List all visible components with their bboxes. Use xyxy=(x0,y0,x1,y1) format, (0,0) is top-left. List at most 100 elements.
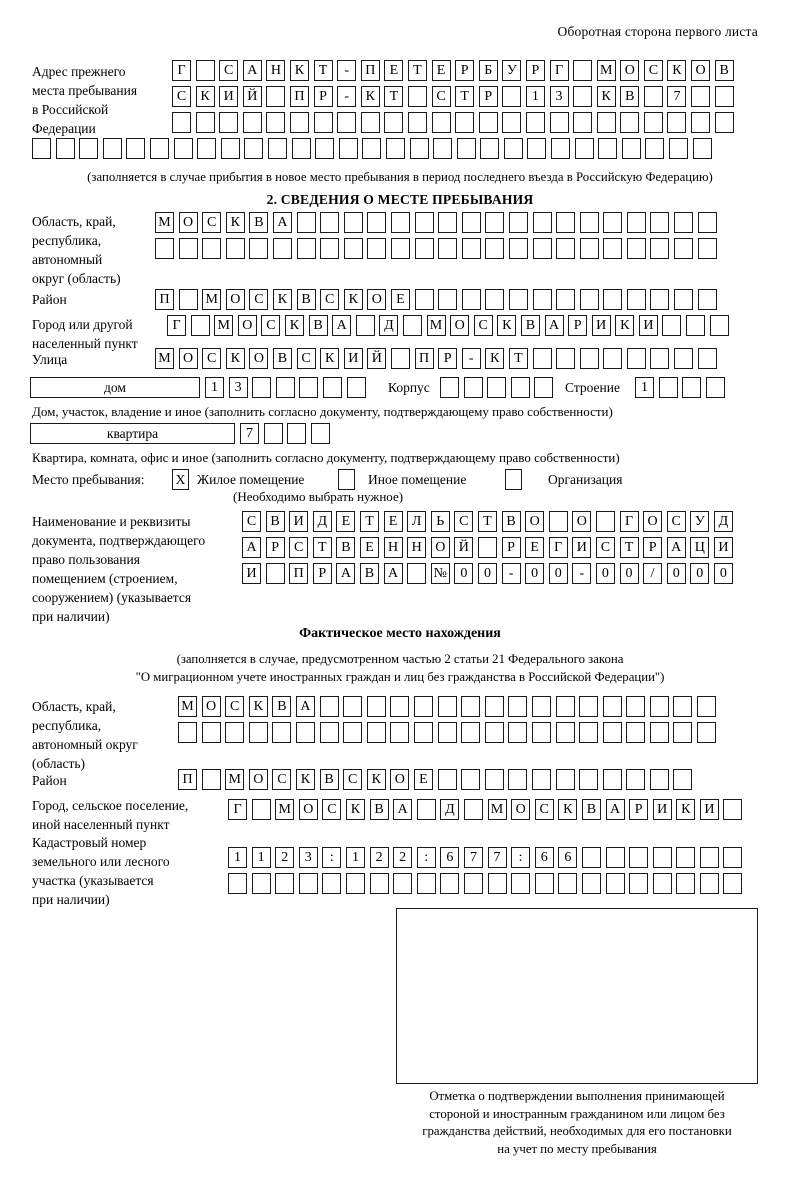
prev-address-cell-r4-17[interactable] xyxy=(409,138,429,159)
prev-address-cell-r3-18[interactable] xyxy=(573,112,593,133)
actual-district-cell-3[interactable]: М xyxy=(225,769,245,790)
actual-city-cell-6[interactable]: К xyxy=(345,799,365,820)
actual-region-cell-r2-3[interactable] xyxy=(225,722,245,743)
cadastral-cell-r2-22[interactable] xyxy=(723,873,743,894)
prev-address-cell-r4-24[interactable] xyxy=(574,138,594,159)
actual-district-cell-15[interactable] xyxy=(508,769,528,790)
document-cell-r2-3[interactable]: С xyxy=(289,537,309,558)
street-cell-24[interactable] xyxy=(697,348,717,369)
district-cell-7[interactable]: В xyxy=(296,289,316,310)
korpus-cell-3[interactable] xyxy=(487,377,507,398)
prev-address-cell-r4-10[interactable] xyxy=(244,138,264,159)
region-cell-r2-12[interactable] xyxy=(414,238,434,259)
cadastral-cell-r1-5[interactable]: : xyxy=(322,847,342,868)
cadastral-cell-r1-15[interactable]: 6 xyxy=(558,847,578,868)
actual-district-cell-11[interactable]: Е xyxy=(413,769,433,790)
cadastral-cell-r1-7[interactable]: 2 xyxy=(369,847,389,868)
prev-address-cell-r1-18[interactable] xyxy=(573,60,593,81)
document-cell-r1-15[interactable]: О xyxy=(572,511,592,532)
cadastral-cell-r1-14[interactable]: 6 xyxy=(534,847,554,868)
document-cell-r2-10[interactable]: Й xyxy=(454,537,474,558)
prev-address-cell-r3-10[interactable] xyxy=(384,112,404,133)
prev-address-cell-r2-18[interactable] xyxy=(573,86,593,107)
actual-region-cell-r1-1[interactable]: М xyxy=(178,696,197,717)
region-cell-r1-16[interactable] xyxy=(508,212,528,233)
street-cell-22[interactable] xyxy=(650,348,670,369)
city-cell-2[interactable] xyxy=(190,315,210,336)
street-cell-16[interactable]: Т xyxy=(508,348,528,369)
district-cell-11[interactable]: Е xyxy=(390,289,410,310)
prev-address-cell-r1-2[interactable] xyxy=(195,60,215,81)
prev-address-cell-r4-13[interactable] xyxy=(315,138,335,159)
prev-address-row-4[interactable] xyxy=(32,138,712,159)
city-cell-1[interactable]: Г xyxy=(167,315,186,336)
house-cell-3[interactable] xyxy=(252,377,272,398)
prev-address-cell-r4-25[interactable] xyxy=(598,138,618,159)
checkbox-inoe[interactable] xyxy=(338,469,355,490)
region-cell-r2-23[interactable] xyxy=(674,238,694,259)
district-cell-2[interactable] xyxy=(178,289,198,310)
document-cell-r1-21[interactable]: Д xyxy=(713,511,733,532)
flat-cell-4[interactable] xyxy=(310,423,330,444)
actual-region-cell-r2-19[interactable] xyxy=(602,722,622,743)
cadastral-cell-r2-21[interactable] xyxy=(699,873,719,894)
actual-district-cell-16[interactable] xyxy=(531,769,551,790)
district-cell-9[interactable]: К xyxy=(343,289,363,310)
actual-city-cell-18[interactable]: Р xyxy=(629,799,649,820)
actual-region-cell-r2-21[interactable] xyxy=(649,722,669,743)
region-cell-r1-11[interactable] xyxy=(390,212,410,233)
region-cell-r1-8[interactable] xyxy=(320,212,340,233)
region-cell-r2-14[interactable] xyxy=(461,238,481,259)
region-cell-r1-6[interactable]: А xyxy=(272,212,292,233)
actual-district-cell-22[interactable] xyxy=(673,769,693,790)
district-cell-18[interactable] xyxy=(556,289,576,310)
actual-city-cell-13[interactable]: О xyxy=(511,799,531,820)
document-cell-r2-15[interactable]: И xyxy=(572,537,592,558)
prev-address-cell-r3-17[interactable] xyxy=(549,112,569,133)
prev-address-cell-r1-7[interactable]: Т xyxy=(313,60,333,81)
prev-address-cell-r1-13[interactable]: Р xyxy=(455,60,475,81)
prev-address-cell-r4-7[interactable] xyxy=(173,138,193,159)
street-cell-4[interactable]: К xyxy=(225,348,245,369)
actual-city-cell-5[interactable]: С xyxy=(322,799,342,820)
document-cell-r2-1[interactable]: А xyxy=(242,537,261,558)
city-cell-11[interactable] xyxy=(402,315,422,336)
actual-region-cell-r1-4[interactable]: К xyxy=(248,696,268,717)
region-cell-r2-16[interactable] xyxy=(508,238,528,259)
actual-city-cell-3[interactable]: М xyxy=(275,799,295,820)
prev-address-cell-r3-9[interactable] xyxy=(360,112,380,133)
document-cell-r1-2[interactable]: В xyxy=(265,511,285,532)
region-cell-r2-2[interactable] xyxy=(178,238,198,259)
actual-region-cell-r1-12[interactable] xyxy=(437,696,457,717)
actual-region-cell-r1-18[interactable] xyxy=(579,696,599,717)
prev-address-cell-r4-22[interactable] xyxy=(527,138,547,159)
region-cell-r1-24[interactable] xyxy=(697,212,717,233)
prev-address-cell-r3-5[interactable] xyxy=(266,112,286,133)
document-cell-r1-4[interactable]: Д xyxy=(312,511,332,532)
document-cell-r3-13[interactable]: 0 xyxy=(525,563,545,584)
region-cell-r1-20[interactable] xyxy=(603,212,623,233)
cadastral-cell-r1-10[interactable]: 6 xyxy=(440,847,460,868)
prev-address-cell-r4-27[interactable] xyxy=(645,138,665,159)
actual-city-cell-4[interactable]: О xyxy=(298,799,318,820)
prev-address-cell-r1-17[interactable]: Г xyxy=(549,60,569,81)
document-cell-r1-10[interactable]: С xyxy=(454,511,474,532)
prev-address-cell-r2-3[interactable]: И xyxy=(219,86,239,107)
district-cell-16[interactable] xyxy=(508,289,528,310)
document-cell-r1-7[interactable]: Е xyxy=(383,511,403,532)
document-cell-r3-18[interactable]: / xyxy=(643,563,663,584)
prev-address-cell-r2-4[interactable]: Й xyxy=(242,86,262,107)
document-cell-r2-17[interactable]: Т xyxy=(619,537,639,558)
city-cell-14[interactable]: С xyxy=(473,315,493,336)
stroenie-cell-2[interactable] xyxy=(658,377,678,398)
prev-address-cell-r4-23[interactable] xyxy=(551,138,571,159)
street-cell-9[interactable]: И xyxy=(343,348,363,369)
district-cell-17[interactable] xyxy=(532,289,552,310)
document-cell-r1-1[interactable]: С xyxy=(242,511,261,532)
house-cell-5[interactable] xyxy=(299,377,319,398)
city-cell-21[interactable]: И xyxy=(638,315,658,336)
prev-address-cell-r4-5[interactable] xyxy=(126,138,146,159)
prev-address-cell-r2-23[interactable] xyxy=(691,86,711,107)
street-cell-8[interactable]: К xyxy=(320,348,340,369)
